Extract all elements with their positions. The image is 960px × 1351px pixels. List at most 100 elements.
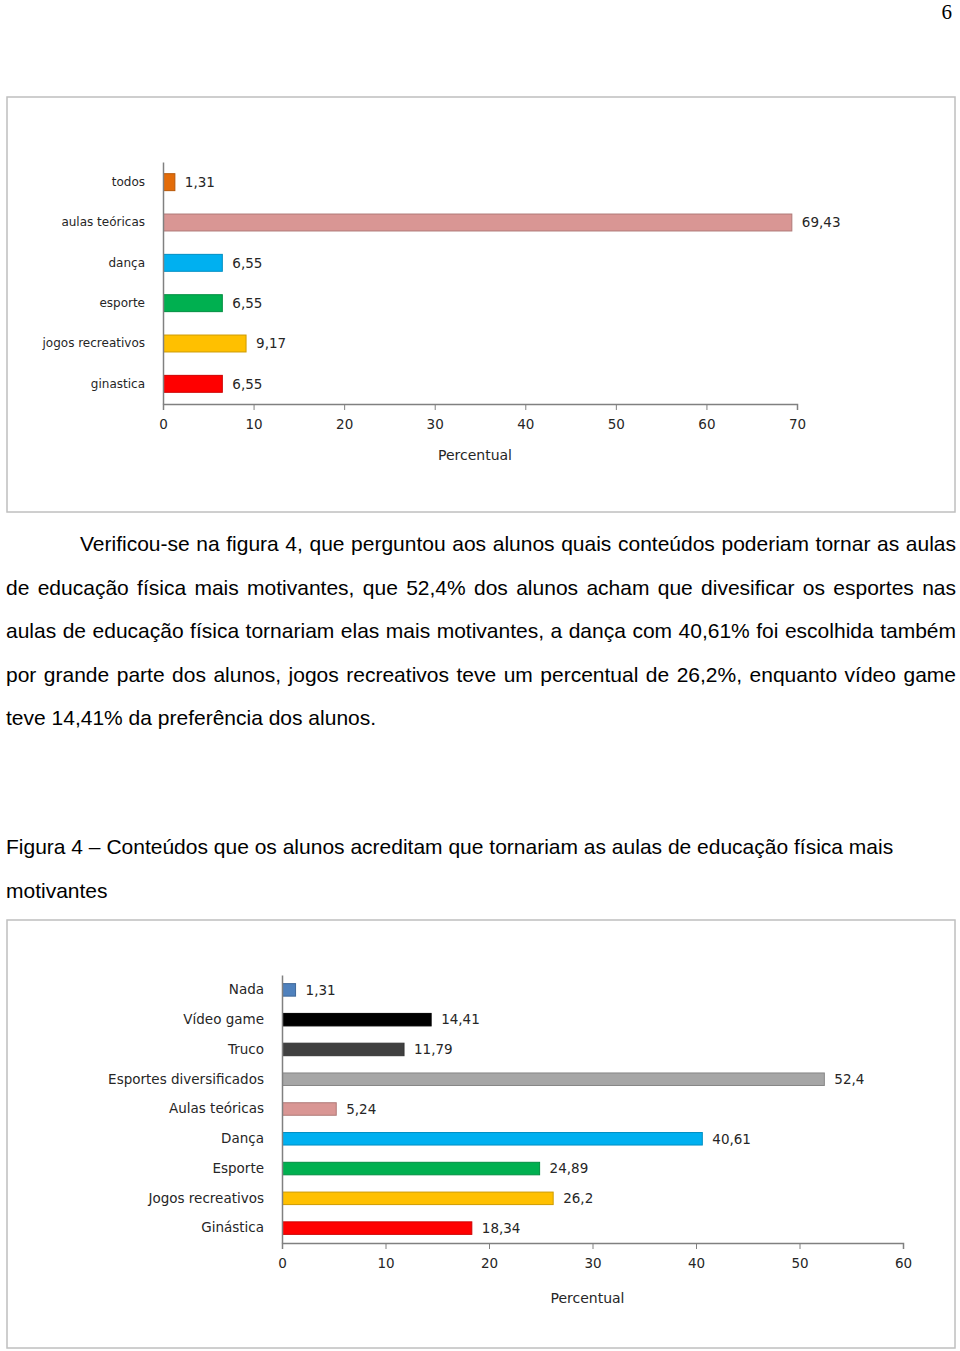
category-label: Jogos recreativos — [147, 1190, 264, 1206]
chart: Nada Vídeo game Truco Esportes diversificad… — [7, 920, 955, 1348]
bar — [282, 1192, 553, 1205]
tick: Jogos recreativos — [147, 1190, 282, 1206]
tick: Vídeo game — [183, 1011, 282, 1027]
data-label: 40,61 — [712, 1131, 751, 1147]
tick-mark — [706, 404, 707, 410]
tick-label: 10 — [377, 1255, 394, 1271]
axis-line — [163, 163, 165, 405]
tick-label: 50 — [608, 416, 625, 432]
axis-line — [283, 1244, 904, 1250]
bar — [163, 335, 246, 352]
tick-label: 40 — [688, 1255, 705, 1271]
tick-label: 30 — [584, 1255, 601, 1271]
tick: Esporte — [212, 1160, 282, 1176]
bars — [282, 984, 824, 1235]
tick-mark — [489, 1243, 490, 1249]
data-labels: 1,3114,4111,7952,45,2440,6124,8926,218,3… — [306, 982, 865, 1236]
tick: Ginástica — [201, 1219, 282, 1235]
tick: 20 — [336, 404, 353, 432]
bar — [282, 1222, 472, 1235]
tick-mark — [797, 404, 798, 410]
tick: 50 — [791, 1243, 808, 1271]
page-graphics: todos aulas teóricas dança esporte jogos rec… — [0, 0, 960, 1351]
x-axis: 0 10 20 30 40 50 60 — [278, 1243, 912, 1271]
tick-mark — [616, 404, 617, 410]
tick: 20 — [481, 1243, 498, 1271]
tick: Esportes diversificados — [108, 1071, 282, 1087]
category-label: Dança — [221, 1130, 264, 1146]
chart-frame — [7, 97, 955, 512]
tick: Truco — [227, 1041, 282, 1057]
tick: 70 — [789, 404, 806, 432]
tick: Nada — [229, 981, 282, 997]
y-axis: todos aulas teóricas dança esporte jogos rec… — [42, 163, 164, 405]
tick-label: 60 — [895, 1255, 912, 1271]
bar — [163, 375, 222, 392]
data-label: 1,31 — [185, 174, 215, 190]
tick: Aulas teóricas — [169, 1100, 282, 1116]
data-label: 11,79 — [414, 1041, 453, 1057]
tick-mark — [525, 404, 526, 410]
tick-label: 0 — [278, 1255, 287, 1271]
tick: aulas teóricas — [61, 215, 163, 229]
bar — [282, 1043, 404, 1056]
data-label: 5,24 — [346, 1101, 376, 1117]
tick: 10 — [245, 404, 262, 432]
tick: 30 — [584, 1243, 601, 1271]
axis-line — [282, 976, 284, 1244]
category-label: aulas teóricas — [61, 215, 145, 229]
bar — [282, 1013, 431, 1026]
tick-mark — [435, 404, 436, 410]
bar — [282, 1162, 540, 1175]
axis-title: Percentual — [438, 447, 512, 463]
data-label: 6,55 — [232, 255, 262, 271]
tick-mark — [593, 1243, 594, 1249]
tick: dança — [108, 256, 163, 270]
tick-mark — [696, 1243, 697, 1249]
tick: 0 — [278, 1243, 287, 1271]
tick-mark — [282, 1243, 283, 1249]
tick-label: 20 — [336, 416, 353, 432]
tick: esporte — [99, 296, 163, 310]
bars — [163, 174, 792, 393]
category-label: Truco — [227, 1041, 264, 1057]
category-label: Vídeo game — [183, 1011, 264, 1027]
bar — [282, 1073, 824, 1086]
category-label: jogos recreativos — [42, 336, 146, 350]
y-axis: Nada Vídeo game Truco Esportes diversificad… — [108, 976, 282, 1244]
data-label: 6,55 — [232, 376, 262, 392]
data-label: 69,43 — [802, 214, 841, 230]
tick-mark — [344, 404, 345, 410]
page-number: 6 — [942, 0, 953, 25]
category-label: todos — [112, 175, 145, 189]
tick-label: 30 — [427, 416, 444, 432]
tick: 40 — [688, 1243, 705, 1271]
data-label: 26,2 — [563, 1190, 593, 1206]
figure-caption: Figura 4 – Conteúdos que os alunos acred… — [6, 825, 956, 912]
bar — [282, 984, 296, 997]
bar — [282, 1133, 702, 1146]
data-label: 9,17 — [256, 335, 286, 351]
category-label: Esportes diversificados — [108, 1071, 264, 1087]
axis-title: Percentual — [550, 1290, 624, 1306]
category-label: esporte — [99, 296, 145, 310]
tick-mark — [386, 1243, 387, 1249]
tick: jogos recreativos — [42, 336, 164, 350]
data-label: 6,55 — [232, 295, 262, 311]
bar — [282, 1103, 336, 1116]
tick-label: 0 — [159, 416, 168, 432]
data-label: 1,31 — [306, 982, 336, 998]
tick: 50 — [608, 404, 625, 432]
chart: todos aulas teóricas dança esporte jogos rec… — [7, 97, 955, 512]
tick: 60 — [895, 1243, 912, 1271]
bar — [163, 174, 175, 191]
paragraph: Verificou-se na figura 4, que perguntou … — [6, 522, 956, 740]
category-label: Aulas teóricas — [169, 1100, 264, 1116]
bar — [163, 295, 222, 312]
data-label: 24,89 — [550, 1160, 589, 1176]
chart-frame — [7, 920, 955, 1348]
category-label: dança — [108, 256, 145, 270]
tick-label: 60 — [698, 416, 715, 432]
data-label: 52,4 — [834, 1071, 864, 1087]
tick: 60 — [698, 404, 715, 432]
